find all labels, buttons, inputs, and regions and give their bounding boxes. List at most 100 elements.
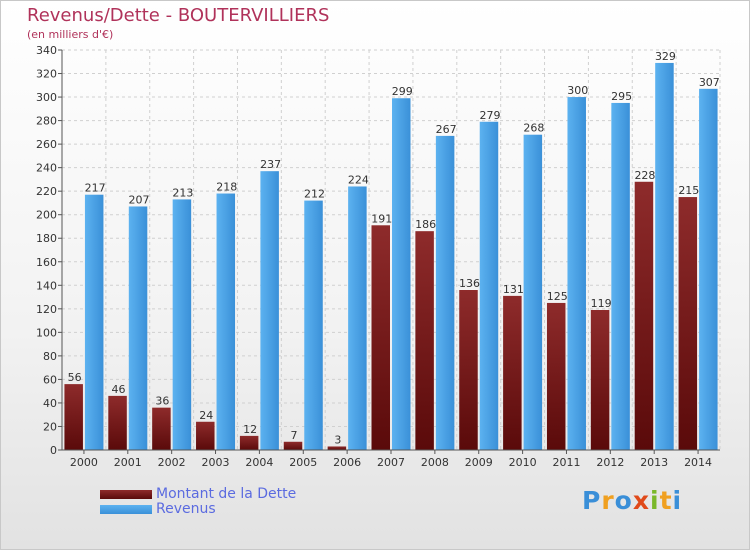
bar-revenue — [128, 206, 148, 450]
data-label-debt: 136 — [459, 277, 480, 290]
chart-title: Revenus/Dette - BOUTERVILLIERS — [27, 5, 330, 26]
bar-debt — [634, 181, 654, 450]
x-tick-label: 2010 — [509, 456, 537, 469]
data-label-debt: 3 — [334, 433, 341, 446]
x-tick-label: 2000 — [70, 456, 98, 469]
y-tick-label: 280 — [36, 115, 57, 128]
data-label-revenue: 212 — [304, 188, 325, 201]
y-tick-label: 320 — [36, 68, 57, 81]
data-label-debt: 56 — [68, 371, 82, 384]
data-label-revenue: 224 — [348, 173, 369, 186]
bar-revenue — [479, 121, 499, 450]
bar-revenue — [172, 199, 192, 450]
bar-revenue — [435, 135, 455, 450]
data-label-revenue: 213 — [172, 186, 193, 199]
legend-item-debt: Montant de la Dette — [100, 486, 297, 502]
proxiti-logo: Proxiti — [582, 486, 683, 515]
bar-revenue — [304, 200, 323, 450]
legend-item-revenue: Revenus — [100, 501, 216, 517]
data-label-revenue: 217 — [85, 182, 106, 195]
bar-debt — [108, 395, 127, 450]
data-label-debt: 24 — [199, 409, 213, 422]
bar-debt — [503, 295, 522, 450]
bar-revenue — [699, 88, 718, 450]
y-tick-label: 20 — [43, 420, 57, 433]
x-tick-label: 2005 — [289, 456, 317, 469]
bar-debt — [196, 421, 215, 450]
y-tick-label: 180 — [36, 232, 57, 245]
x-tick-label: 2004 — [245, 456, 273, 469]
bar-revenue — [523, 134, 543, 451]
data-label-revenue: 307 — [699, 76, 720, 89]
bar-revenue — [655, 62, 674, 451]
x-tick-label: 2013 — [640, 456, 668, 469]
bar-debt — [283, 441, 303, 450]
bar-revenue — [392, 98, 411, 450]
bar-debt — [327, 446, 347, 450]
bar-debt — [546, 302, 566, 450]
data-label-revenue: 299 — [392, 85, 413, 98]
data-label-revenue: 237 — [260, 158, 281, 171]
data-label-revenue: 207 — [129, 193, 150, 206]
data-label-revenue: 300 — [567, 84, 588, 97]
bar-chart: 56 217 46 207 36 213 24 218 12 237 7 212 3 224 191 299 1… — [36, 44, 721, 469]
chart-subtitle: (en milliers d'€) — [27, 28, 114, 41]
y-tick-label: 40 — [43, 397, 57, 410]
legend-label-revenue: Revenus — [156, 501, 216, 517]
x-tick-label: 2012 — [596, 456, 624, 469]
bar-debt — [678, 197, 698, 450]
bar-debt — [415, 231, 434, 450]
x-tick-label: 2014 — [684, 456, 712, 469]
y-tick-label: 260 — [36, 138, 57, 151]
data-label-debt: 119 — [591, 297, 612, 310]
y-tick-label: 160 — [36, 256, 57, 269]
x-tick-label: 2009 — [465, 456, 493, 469]
bar-debt — [459, 290, 478, 450]
y-tick-label: 0 — [50, 444, 57, 457]
legend-swatch-revenue — [100, 504, 152, 514]
bar-revenue — [611, 102, 630, 451]
data-label-debt: 12 — [243, 423, 257, 436]
legend-label-debt: Montant de la Dette — [156, 486, 297, 502]
data-label-debt: 215 — [678, 184, 699, 197]
bar-debt — [371, 225, 390, 450]
y-tick-label: 200 — [36, 209, 57, 222]
bar-debt — [152, 407, 171, 450]
x-tick-label: 2003 — [202, 456, 230, 469]
legend-swatch-debt — [100, 489, 152, 499]
y-tick-label: 340 — [36, 44, 57, 57]
y-tick-label: 240 — [36, 162, 57, 175]
data-label-debt: 36 — [155, 395, 169, 408]
x-tick-label: 2008 — [421, 456, 449, 469]
bar-revenue — [567, 97, 586, 450]
data-label-debt: 46 — [112, 383, 126, 396]
x-tick-label: 2007 — [377, 456, 405, 469]
y-tick-label: 140 — [36, 279, 57, 292]
y-tick-label: 100 — [36, 326, 57, 339]
data-label-revenue: 267 — [436, 123, 457, 136]
data-label-revenue: 295 — [611, 90, 632, 103]
y-tick-label: 300 — [36, 91, 57, 104]
bar-revenue — [348, 186, 367, 450]
bar-revenue — [84, 194, 104, 450]
data-label-revenue: 329 — [655, 50, 676, 63]
x-tick-label: 2006 — [333, 456, 361, 469]
data-label-revenue: 268 — [523, 122, 544, 135]
bar-revenue — [260, 171, 279, 451]
bar-revenue — [216, 193, 236, 450]
bar-debt — [64, 384, 83, 450]
data-label-debt: 7 — [291, 429, 298, 442]
y-tick-label: 60 — [43, 373, 57, 386]
data-label-debt: 131 — [503, 283, 524, 296]
x-tick-label: 2002 — [158, 456, 186, 469]
data-label-debt: 228 — [634, 169, 655, 182]
data-label-revenue: 279 — [479, 109, 500, 122]
x-tick-label: 2011 — [552, 456, 580, 469]
bar-debt — [239, 435, 259, 450]
y-tick-label: 80 — [43, 350, 57, 363]
data-label-revenue: 218 — [216, 181, 237, 194]
data-label-debt: 191 — [371, 212, 392, 225]
x-tick-label: 2001 — [114, 456, 142, 469]
y-tick-label: 120 — [36, 303, 57, 316]
y-tick-label: 220 — [36, 185, 57, 198]
